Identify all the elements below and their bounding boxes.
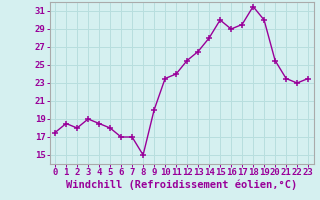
X-axis label: Windchill (Refroidissement éolien,°C): Windchill (Refroidissement éolien,°C) (66, 180, 297, 190)
